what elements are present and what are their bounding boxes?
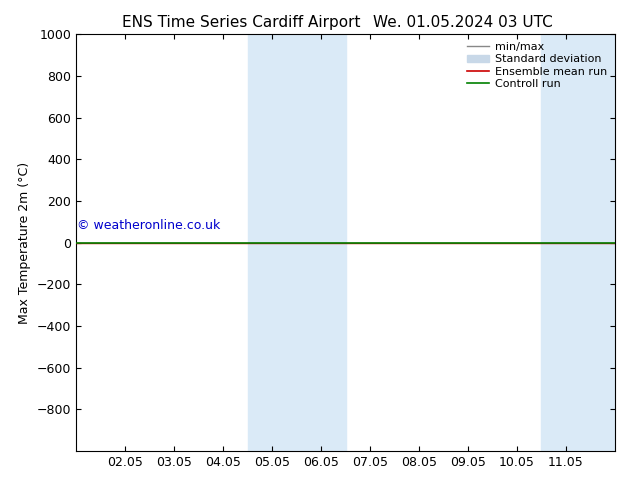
Legend: min/max, Standard deviation, Ensemble mean run, Controll run: min/max, Standard deviation, Ensemble me… (463, 38, 612, 93)
Text: ENS Time Series Cardiff Airport: ENS Time Series Cardiff Airport (122, 15, 360, 30)
Y-axis label: Max Temperature 2m (°C): Max Temperature 2m (°C) (18, 162, 31, 323)
Text: We. 01.05.2024 03 UTC: We. 01.05.2024 03 UTC (373, 15, 553, 30)
Bar (247, 34, 346, 451)
Text: © weatheronline.co.uk: © weatheronline.co.uk (77, 220, 220, 232)
Bar (541, 34, 634, 451)
